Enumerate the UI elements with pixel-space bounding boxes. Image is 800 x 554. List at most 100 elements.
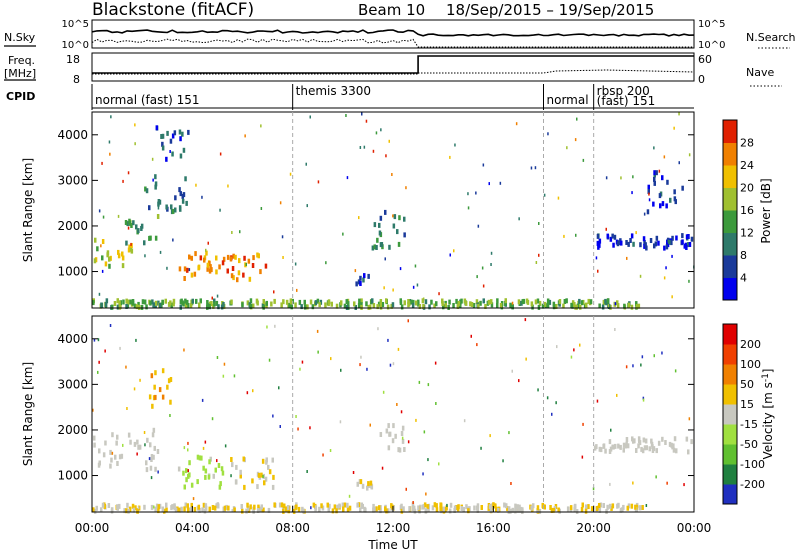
heatmap-cell [127,171,130,175]
heatmap-cell [598,446,602,452]
heatmap-cell [150,454,154,459]
heatmap-cell [138,444,142,450]
heatmap-cell [353,301,356,307]
heatmap-cell [398,447,402,453]
heatmap-cell [385,154,387,158]
heatmap-cell [187,129,190,135]
heatmap-cell [172,301,175,307]
heatmap-cell [424,299,428,305]
heatmap-cell [511,507,514,513]
heatmap-cell [452,303,455,308]
heatmap-cell [397,241,401,247]
heatmap-cell [626,443,630,449]
heatmap-cell [286,505,290,510]
heatmap-cell [183,266,187,272]
heatmap-cell [678,161,680,165]
heatmap-cell [435,402,437,405]
heatmap-cell [157,508,160,514]
heatmap-cell [476,507,480,513]
freq-panel: Freq. [MHz] 18 8 60 0 Nave [4,52,782,87]
heatmap-cell [266,325,268,329]
nsearch-tick-top: 10^5 [698,19,725,30]
heatmap-cell [233,374,236,378]
heatmap-cell [596,233,600,239]
heatmap-cell [665,203,668,209]
heatmap-cell [360,298,363,304]
heatmap-cell [183,348,185,352]
heatmap-cell [536,298,540,304]
heatmap-cell [231,266,235,271]
heatmap-cell [674,369,677,373]
heatmap-cell [133,441,137,447]
colorbar-tick-label: 12 [740,227,754,240]
colorbar-tick-label: 100 [740,358,761,371]
heatmap-cell [166,130,169,136]
heatmap-cell [442,506,445,512]
heatmap-cell [108,263,111,269]
cpid-mode-label: normal [547,93,589,107]
heatmap-cell [385,508,388,514]
heatmap-cell [186,299,189,305]
heatmap-cell [388,244,391,250]
heatmap-cell [587,504,590,510]
colorbar-segment [723,324,737,345]
heatmap-cell [123,508,126,514]
heatmap-cell [476,343,478,347]
heatmap-cell [584,508,588,514]
heatmap-cell [167,378,171,384]
heatmap-cell [456,304,460,309]
heatmap-cell [509,302,512,308]
heatmap-cell [282,299,285,305]
colorbar-segment [723,232,737,256]
heatmap-cell [170,204,173,210]
heatmap-cell [130,223,133,228]
heatmap-cell [303,304,307,310]
heatmap-cell [188,460,191,466]
heatmap-cell [408,506,411,512]
heatmap-cell [101,161,103,165]
heatmap-cell [508,431,510,435]
heatmap-cell [183,276,186,281]
heatmap-cell [538,253,540,257]
heatmap-cell [614,302,617,306]
heatmap-cell [463,419,466,423]
heatmap-cell [392,362,395,366]
heatmap-cell [193,507,197,512]
heatmap-cell [121,255,125,261]
heatmap-cell [180,298,183,304]
heatmap-cell [317,180,320,184]
heatmap-cell [177,466,181,472]
heatmap-cell [211,417,214,421]
heatmap-cell [470,334,472,338]
heatmap-cell [188,472,191,478]
heatmap-cell [446,503,448,507]
heatmap-cell [108,140,111,144]
heatmap-cell [444,303,447,309]
freq-tick-8: 8 [73,73,80,86]
heatmap-cell [219,481,222,487]
heatmap-cell [360,355,362,359]
heatmap-cell [158,503,162,509]
heatmap-cell [648,446,651,452]
heatmap-cell [227,505,230,511]
nsky-label: N.Sky [4,31,36,44]
heatmap-cell [133,303,137,309]
heatmap-cell [524,318,527,322]
heatmap-cell [161,368,165,374]
heatmap-cell [366,367,368,371]
cpid-label: CPID [6,90,35,103]
heatmap-cell [174,195,177,201]
heatmap-cell [369,480,373,486]
heatmap-cell [110,508,114,514]
heatmap-cell [283,503,286,509]
heatmap-cell [635,448,638,453]
heatmap-cell [205,248,207,252]
heatmap-cell [672,447,676,453]
heatmap-cell [157,206,160,210]
heatmap-cell [256,484,259,490]
heatmap-cell [268,469,272,475]
heatmap-cell [427,507,430,513]
colorbar-segment [723,120,737,143]
heatmap-cell [101,269,104,273]
heatmap-cell [278,502,282,508]
